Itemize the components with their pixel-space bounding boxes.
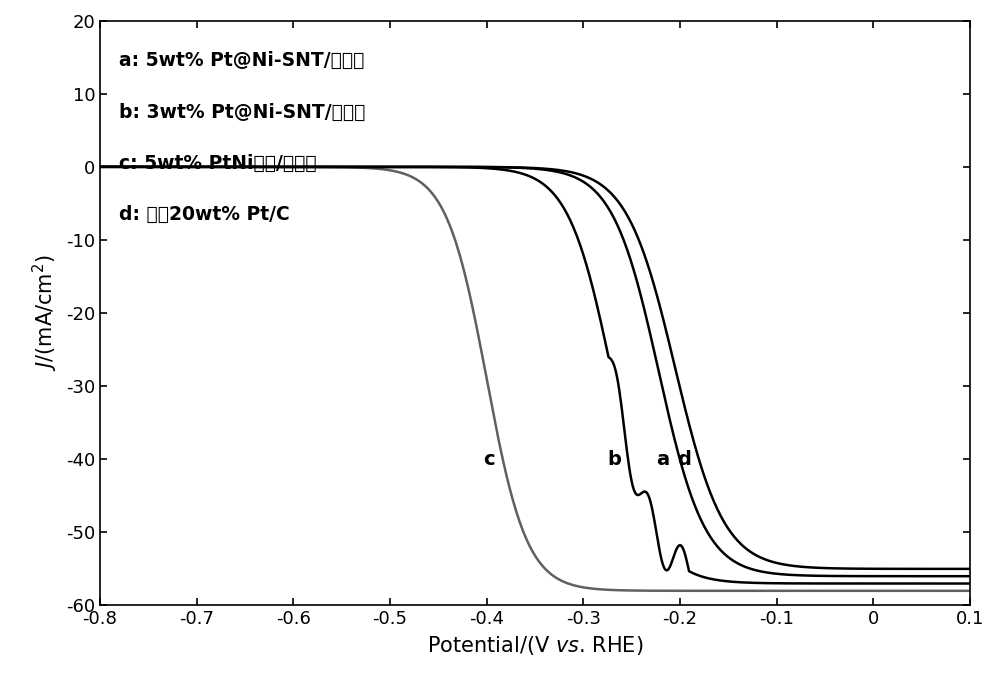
Text: a: 5wt% Pt@Ni-SNT/石墨烯: a: 5wt% Pt@Ni-SNT/石墨烯 (119, 52, 365, 70)
Y-axis label: $J$/(mA/cm$^2$): $J$/(mA/cm$^2$) (31, 255, 60, 372)
Text: c: c (483, 450, 494, 469)
Text: a: a (656, 450, 669, 469)
Text: b: b (607, 450, 621, 469)
Text: d: 商业20wt% Pt/C: d: 商业20wt% Pt/C (119, 205, 290, 224)
Text: d: d (677, 450, 691, 469)
X-axis label: Potential/(V $\it{vs}$. RHE): Potential/(V $\it{vs}$. RHE) (427, 634, 643, 657)
Text: c: 5wt% PtNi合金/石墨烯: c: 5wt% PtNi合金/石墨烯 (119, 153, 317, 173)
Text: b: 3wt% Pt@Ni-SNT/石墨烯: b: 3wt% Pt@Ni-SNT/石墨烯 (119, 103, 366, 122)
